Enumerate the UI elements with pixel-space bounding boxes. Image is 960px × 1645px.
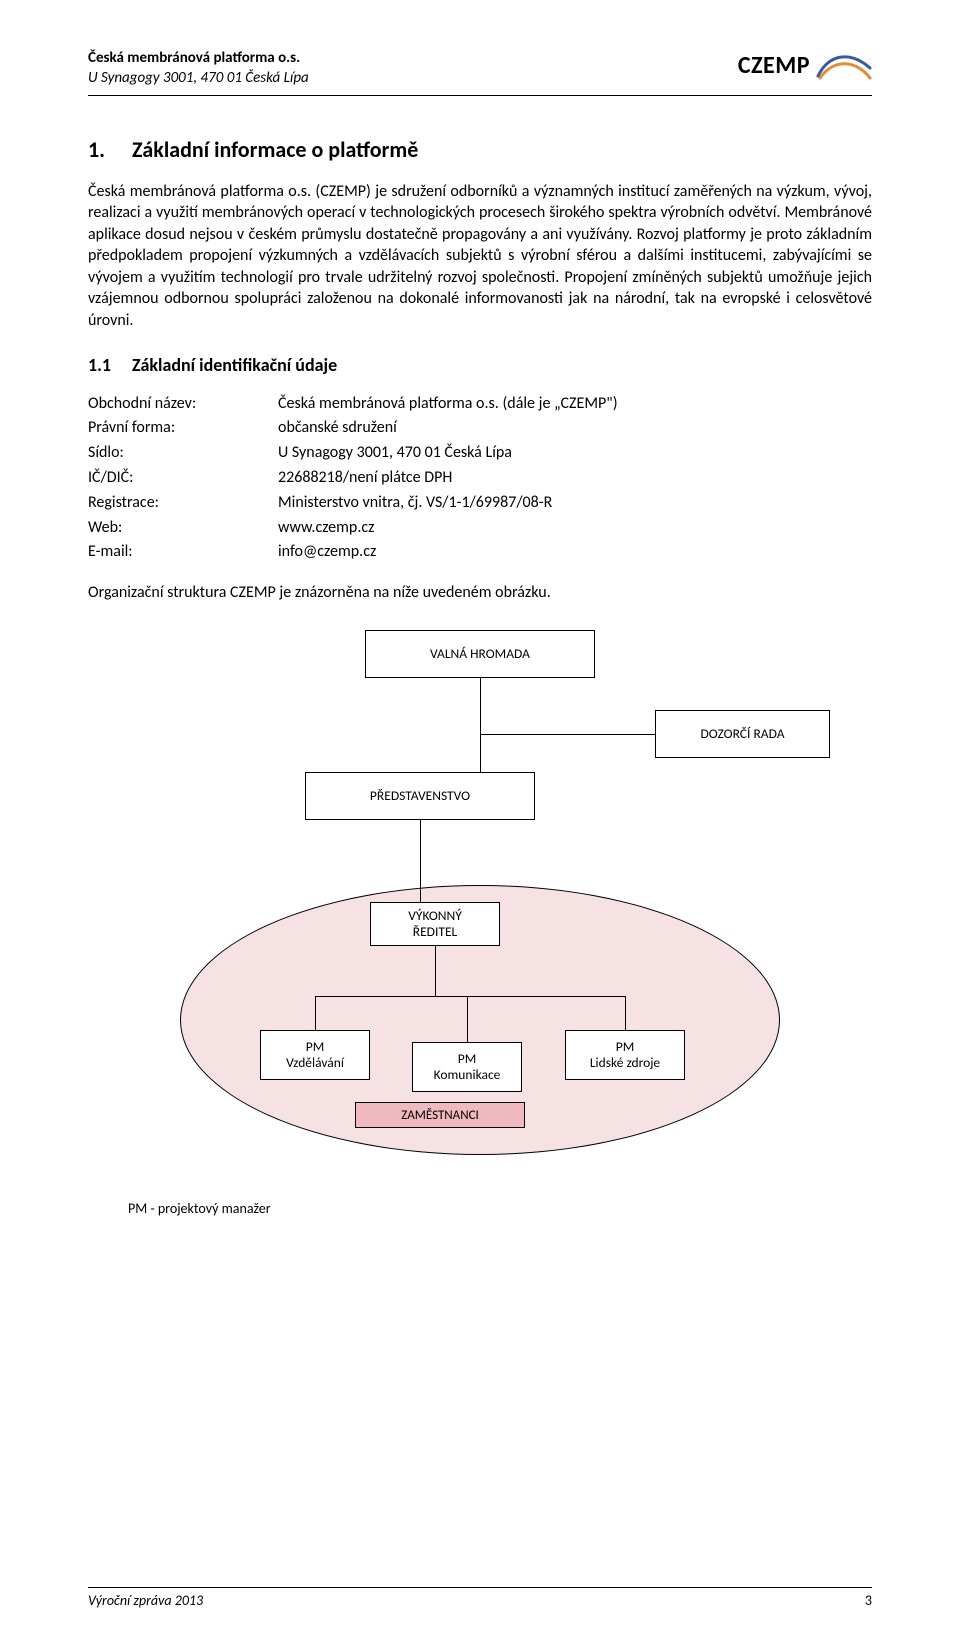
- table-row: IČ/DIČ:22688218/není plátce DPH: [88, 466, 872, 491]
- kv-label: Právní forma:: [88, 416, 278, 441]
- table-row: Sídlo:U Synagogy 3001, 470 01 Česká Lípa: [88, 441, 872, 466]
- table-row: Obchodní název:Česká membránová platform…: [88, 392, 872, 417]
- section-body: Česká membránová platforma o.s. (CZEMP) …: [88, 181, 872, 332]
- connector: [480, 734, 655, 735]
- section-title-text: Základní informace o platformě: [132, 136, 418, 163]
- czemp-logo: CZEMP: [738, 48, 872, 82]
- kv-label: Obchodní název:: [88, 392, 278, 417]
- org-node-pm-lidske-zdroje: PMLidské zdroje: [565, 1030, 685, 1080]
- connector: [435, 946, 436, 996]
- connector: [315, 996, 625, 997]
- connector: [315, 996, 316, 1030]
- org-node-dozorci-rada: DOZORČÍ RADA: [655, 710, 830, 758]
- subsection-number: 1.1: [88, 354, 132, 376]
- org-structure-note: Organizační struktura CZEMP je znázorněn…: [88, 583, 872, 602]
- org-node-predstavenstvo: PŘEDSTAVENSTVO: [305, 772, 535, 820]
- header-left: Česká membránová platforma o.s. U Synago…: [88, 48, 309, 89]
- table-row: Web:www.czemp.cz: [88, 516, 872, 541]
- subsection-heading: 1.1Základní identifikační údaje: [88, 354, 872, 376]
- org-node-vykonny-reditel: VÝKONNÝŘEDITEL: [370, 902, 500, 946]
- kv-label: Sídlo:: [88, 441, 278, 466]
- table-row: Právní forma:občanské sdružení: [88, 416, 872, 441]
- kv-label: E-mail:: [88, 540, 278, 565]
- page-header: Česká membránová platforma o.s. U Synago…: [88, 48, 872, 96]
- org-node-pm-vzdelavani: PMVzdělávání: [260, 1030, 370, 1080]
- connector: [480, 678, 481, 772]
- logo-text: CZEMP: [738, 51, 810, 80]
- section-heading: 1.Základní informace o platformě: [88, 136, 872, 163]
- page-number: 3: [865, 1592, 872, 1609]
- org-address: U Synagogy 3001, 470 01 Česká Lípa: [88, 68, 309, 88]
- kv-value: 22688218/není plátce DPH: [278, 466, 872, 491]
- kv-label: IČ/DIČ:: [88, 466, 278, 491]
- org-node-pm-komunikace: PMKomunikace: [412, 1042, 522, 1092]
- connector: [625, 996, 626, 1030]
- org-node-zamestnanci: ZAMĚSTNANCI: [355, 1102, 525, 1128]
- kv-value: občanské sdružení: [278, 416, 872, 441]
- page-footer: Výroční zpráva 2013 3: [88, 1587, 872, 1609]
- connector: [420, 820, 421, 902]
- org-node-valna-hromada: VALNÁ HROMADA: [365, 630, 595, 678]
- org-chart: VALNÁ HROMADA DOZORČÍ RADA PŘEDSTAVENSTV…: [130, 630, 830, 1170]
- table-row: E-mail:info@czemp.cz: [88, 540, 872, 565]
- kv-value: Ministerstvo vnitra, čj. VS/1-1/69987/08…: [278, 491, 872, 516]
- subsection-title-text: Základní identifikační údaje: [132, 354, 337, 376]
- kv-value: www.czemp.cz: [278, 516, 872, 541]
- identification-table: Obchodní název:Česká membránová platform…: [88, 392, 872, 566]
- kv-value: info@czemp.cz: [278, 540, 872, 565]
- table-row: Registrace:Ministerstvo vnitra, čj. VS/1…: [88, 491, 872, 516]
- kv-value: Česká membránová platforma o.s. (dále je…: [278, 392, 872, 417]
- pm-legend: PM - projektový manažer: [128, 1200, 872, 1217]
- section-number: 1.: [88, 136, 132, 163]
- kv-label: Web:: [88, 516, 278, 541]
- logo-swoosh-icon: [816, 48, 872, 82]
- kv-value: U Synagogy 3001, 470 01 Česká Lípa: [278, 441, 872, 466]
- kv-label: Registrace:: [88, 491, 278, 516]
- org-name: Česká membránová platforma o.s.: [88, 48, 309, 68]
- footer-title: Výroční zpráva 2013: [88, 1592, 203, 1609]
- connector: [467, 996, 468, 1042]
